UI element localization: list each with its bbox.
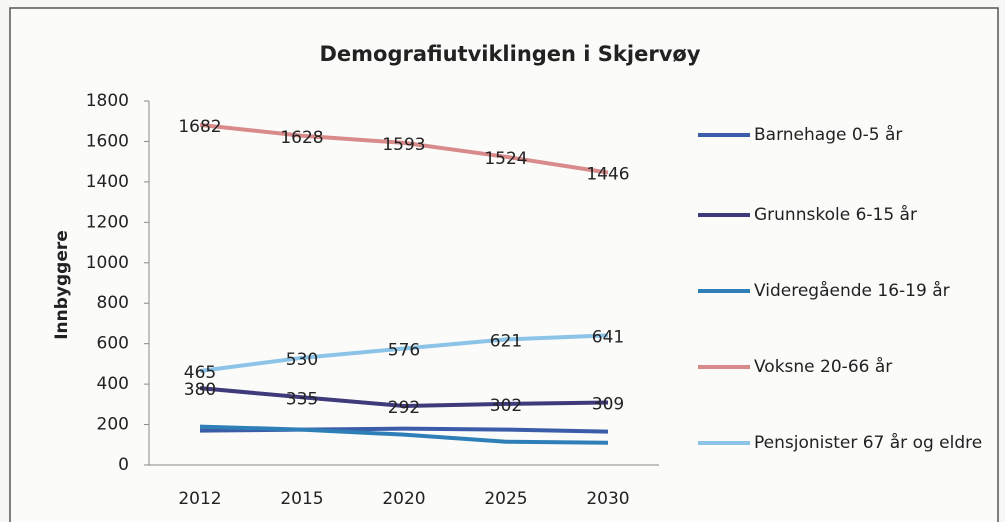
y-tick-label: 1400 bbox=[86, 172, 129, 192]
legend-item: Pensjonister 67 år og eldre bbox=[698, 430, 984, 456]
legend-swatch bbox=[698, 213, 750, 217]
y-tick-label: 0 bbox=[118, 455, 129, 475]
data-label: 576 bbox=[388, 341, 420, 361]
y-tick-label: 600 bbox=[97, 334, 129, 354]
series-line bbox=[199, 122, 609, 175]
legend-label: Videregående 16-19 år bbox=[754, 281, 950, 301]
data-label: 335 bbox=[286, 389, 318, 409]
data-label: 465 bbox=[184, 363, 216, 383]
data-label: 1682 bbox=[178, 117, 221, 137]
data-label: 302 bbox=[490, 396, 522, 416]
legend-swatch bbox=[698, 441, 750, 445]
chart-title: Demografiutviklingen i Skjervøy bbox=[319, 42, 700, 66]
legend-label: Pensjonister 67 år og eldre bbox=[754, 433, 983, 453]
y-tick-label: 1200 bbox=[86, 212, 129, 232]
data-label: 641 bbox=[592, 327, 624, 347]
data-label: 1524 bbox=[484, 149, 527, 169]
legend-label: Voksne 20-66 år bbox=[754, 357, 893, 377]
data-label: 1593 bbox=[382, 135, 425, 155]
series-line bbox=[199, 424, 609, 445]
data-label: 292 bbox=[388, 398, 420, 418]
legend-item: Barnehage 0-5 år bbox=[698, 122, 984, 148]
chart-frame bbox=[9, 7, 999, 522]
legend-swatch bbox=[698, 133, 750, 137]
y-tick-label: 400 bbox=[97, 374, 129, 394]
x-tick-label: 2020 bbox=[382, 489, 425, 509]
x-tick-label: 2025 bbox=[484, 489, 527, 509]
data-label: 380 bbox=[184, 380, 216, 400]
x-tick-label: 2030 bbox=[586, 489, 629, 509]
y-tick-label: 800 bbox=[97, 293, 129, 313]
data-label: 309 bbox=[592, 395, 624, 415]
data-label: 530 bbox=[286, 350, 318, 370]
data-label: 1446 bbox=[586, 165, 629, 185]
series-line bbox=[199, 333, 609, 373]
y-axis-label: Innbyggere bbox=[52, 230, 72, 340]
legend-swatch bbox=[698, 365, 750, 369]
legend-item: Grunnskole 6-15 år bbox=[698, 202, 984, 228]
data-label: 1628 bbox=[280, 128, 323, 148]
series-line bbox=[199, 386, 609, 408]
y-tick-label: 200 bbox=[97, 415, 129, 435]
legend-swatch bbox=[698, 289, 750, 293]
legend-item: Videregående 16-19 år bbox=[698, 278, 984, 304]
y-tick-label: 1000 bbox=[86, 253, 129, 273]
legend-label: Barnehage 0-5 år bbox=[754, 125, 903, 145]
x-tick-label: 2012 bbox=[178, 489, 221, 509]
y-tick-label: 1800 bbox=[86, 91, 129, 111]
data-label: 621 bbox=[490, 331, 522, 351]
legend-item: Voksne 20-66 år bbox=[698, 354, 984, 380]
y-tick-label: 1600 bbox=[86, 131, 129, 151]
legend-label: Grunnskole 6-15 år bbox=[754, 205, 917, 225]
x-tick-label: 2015 bbox=[280, 489, 323, 509]
